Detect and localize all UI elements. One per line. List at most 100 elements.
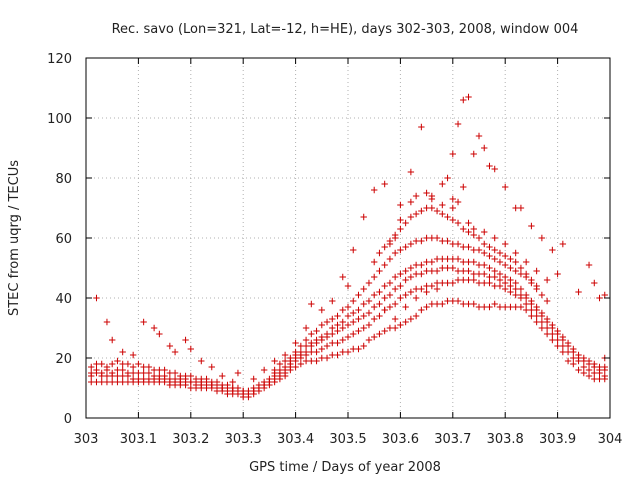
data-point — [397, 270, 404, 278]
data-point — [528, 300, 535, 308]
data-point — [129, 351, 137, 359]
data-point — [491, 246, 498, 254]
data-point — [418, 306, 425, 314]
data-point — [575, 354, 582, 362]
data-point — [407, 264, 415, 272]
x-axis-label: GPS time / Days of year 2008 — [249, 460, 441, 475]
data-point — [481, 270, 488, 278]
x-tick-label: 303.4 — [277, 432, 314, 447]
data-point — [391, 315, 399, 323]
data-point — [302, 348, 310, 356]
data-point — [507, 282, 514, 290]
data-point — [365, 336, 373, 344]
y-axis-label: STEC from uqrg / TECUs — [7, 160, 22, 316]
data-point — [229, 378, 236, 386]
data-point — [109, 336, 116, 344]
data-point — [502, 252, 509, 260]
data-point — [135, 360, 142, 368]
data-point — [528, 222, 535, 230]
data-point — [271, 366, 278, 374]
data-point — [208, 363, 215, 371]
data-point — [407, 315, 415, 323]
data-point — [486, 252, 493, 260]
data-point — [281, 357, 289, 365]
data-point — [428, 192, 436, 200]
data-point — [402, 291, 409, 299]
data-point — [496, 258, 504, 266]
data-point — [475, 246, 483, 254]
y-tick-label: 0 — [64, 412, 72, 427]
data-point — [381, 327, 388, 335]
data-point — [486, 303, 493, 311]
data-point — [502, 285, 509, 293]
data-point — [512, 285, 519, 293]
data-point — [203, 378, 210, 386]
data-point — [580, 369, 587, 377]
data-point — [418, 237, 425, 245]
data-point — [522, 294, 530, 302]
data-point — [318, 336, 325, 344]
data-point — [297, 360, 305, 368]
data-point — [418, 285, 425, 293]
y-tick-label: 60 — [55, 232, 72, 247]
data-point — [491, 267, 498, 275]
data-point — [543, 297, 551, 305]
data-point — [329, 297, 336, 305]
data-point — [376, 300, 383, 308]
data-point — [538, 291, 546, 299]
data-point — [449, 264, 456, 272]
data-point — [182, 336, 189, 344]
data-point — [313, 357, 320, 365]
data-point — [281, 351, 289, 359]
data-point — [570, 360, 577, 368]
data-point — [391, 234, 399, 242]
data-point — [549, 324, 556, 332]
data-point — [402, 318, 409, 326]
data-point — [502, 240, 509, 248]
y-tick-label: 80 — [55, 172, 72, 187]
data-point — [496, 282, 504, 290]
x-tick-label: 303.8 — [487, 432, 524, 447]
data-point — [355, 345, 362, 353]
data-point — [145, 369, 153, 377]
data-point — [549, 246, 556, 254]
data-point — [391, 300, 399, 308]
data-point — [512, 267, 519, 275]
data-point — [371, 303, 378, 311]
data-point — [386, 255, 394, 263]
data-point — [386, 303, 394, 311]
data-point — [517, 204, 525, 212]
data-point — [334, 327, 341, 335]
data-point — [334, 321, 341, 329]
data-point — [502, 183, 509, 191]
data-point — [360, 213, 367, 221]
y-tick-label: 40 — [55, 292, 72, 307]
data-point — [344, 348, 352, 356]
data-point — [292, 339, 299, 347]
data-point — [329, 330, 336, 338]
data-point — [355, 291, 362, 299]
data-point — [297, 351, 305, 359]
data-point — [381, 180, 388, 188]
data-point — [313, 327, 320, 335]
data-point — [371, 291, 378, 299]
data-point — [601, 372, 608, 380]
data-point — [339, 324, 346, 332]
data-point — [418, 123, 425, 131]
data-point — [517, 303, 525, 311]
data-point — [350, 309, 357, 317]
data-point — [182, 375, 189, 383]
data-point — [213, 381, 221, 389]
data-point — [585, 360, 593, 368]
data-point — [397, 225, 404, 233]
data-point — [412, 210, 420, 218]
data-point — [449, 150, 456, 158]
data-point — [533, 282, 540, 290]
x-tick-label: 303.6 — [382, 432, 419, 447]
data-point — [381, 294, 388, 302]
data-point — [601, 366, 608, 374]
data-point — [171, 348, 179, 356]
x-tick-label: 303 — [74, 432, 99, 447]
